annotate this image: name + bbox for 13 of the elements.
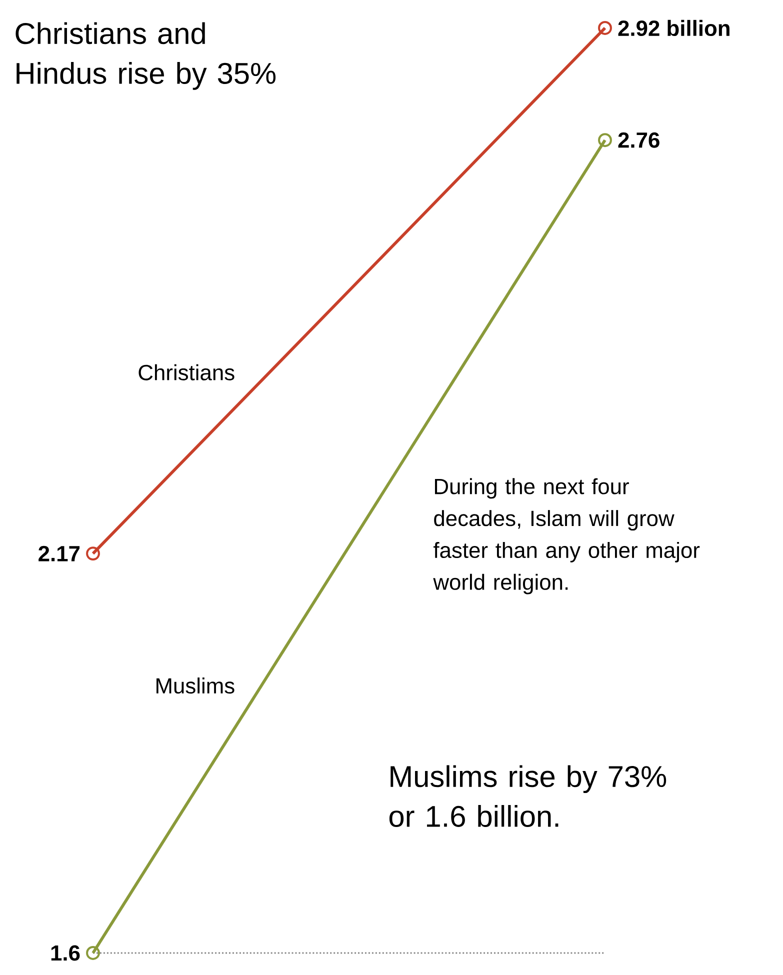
data-label: 2.17 bbox=[38, 546, 80, 562]
point bbox=[86, 946, 100, 960]
point bbox=[598, 133, 612, 148]
series-label: Christians bbox=[138, 364, 234, 380]
data-label: 2.76 bbox=[618, 132, 660, 148]
series-label: Muslims bbox=[156, 678, 234, 694]
point bbox=[86, 546, 100, 561]
annotation: During the next four decades, Islam will grow faster than any other major world religion. bbox=[433, 478, 700, 594]
data-label: 2.92 billion bbox=[618, 20, 730, 36]
annotation: Muslims rise by 73% or 1.6 billion. bbox=[389, 765, 666, 827]
point bbox=[598, 21, 612, 35]
data-label: 1.6 bbox=[51, 945, 80, 961]
annotation: Christians and Hindus rise by 35% bbox=[16, 22, 276, 90]
